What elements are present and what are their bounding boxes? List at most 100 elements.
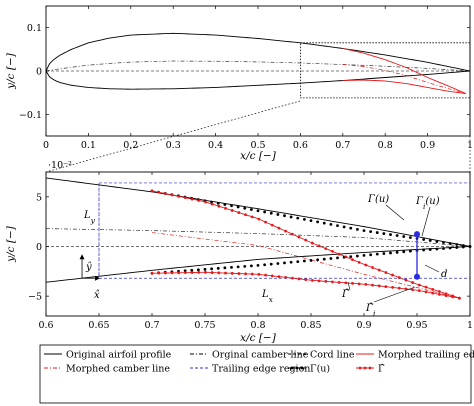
gamma-hat-point-lower <box>257 272 261 276</box>
bottom-y-tick-label: 5 <box>36 192 42 203</box>
gamma-point-lower <box>402 250 406 254</box>
gamma-hat-point-upper <box>264 220 267 224</box>
top-x-axis-label: x/c [−] <box>240 150 277 162</box>
gamma-hat-point-lower <box>163 271 167 275</box>
gamma-hat-point-upper <box>230 209 234 212</box>
gamma-point-upper <box>435 240 439 243</box>
x-hat-label: x̂ <box>94 290 100 301</box>
gamma-hat-point-lower <box>364 283 368 286</box>
gamma-point-lower <box>269 262 273 266</box>
gamma-hat-point-upper <box>371 266 374 269</box>
top-panel: 0 0.1 0.2 0.3 0.4 0.5 0.6 0.7 0.8 0.9 1 0.1 0 −0.1 x… <box>5 5 473 162</box>
gamma-point-upper <box>302 218 306 221</box>
gamma-hat-point-upper <box>431 287 435 291</box>
gamma-hat-point-upper <box>344 255 348 259</box>
gamma-point-upper <box>428 239 432 242</box>
ly-label: Ly <box>83 210 96 225</box>
gamma-hat-label: Γ̂ <box>341 289 350 300</box>
bottom-airfoil-lower <box>45 246 471 283</box>
gamma-point-lower <box>448 246 452 250</box>
legend-entry: Γ̂ <box>356 363 385 374</box>
gamma-hat-point-lower <box>371 283 374 287</box>
gamma-hat-point-lower <box>431 291 435 295</box>
gamma-hat-point-upper <box>377 268 381 272</box>
gamma-point-upper <box>249 208 253 211</box>
gamma-hat-point-upper <box>284 229 288 233</box>
legend-label: Γ̂ <box>378 363 385 374</box>
top-morphed-lower <box>342 79 466 94</box>
gamma-point-upper <box>355 227 359 231</box>
gamma-hat-point-lower <box>404 287 408 291</box>
gamma-point-upper <box>236 205 240 209</box>
gamma-point-upper <box>322 221 326 225</box>
gamma-i-point <box>414 231 420 238</box>
gamma-point-lower <box>355 254 359 258</box>
top-x-tick-label: 0.7 <box>335 140 350 151</box>
legend-label: Cord line <box>310 349 355 360</box>
gamma-hat-point-upper <box>163 192 167 196</box>
top-y-tick-label: 0.1 <box>27 23 42 34</box>
gamma-hat-point-upper <box>384 271 388 274</box>
gamma-hat-point-lower <box>270 274 274 278</box>
legend-label: Morphed camber line <box>66 363 170 374</box>
annotation-leader <box>424 264 440 273</box>
gamma-hat-i-label: Γ̂i <box>365 303 376 318</box>
gamma-hat-point-upper <box>424 285 428 289</box>
gamma-point-lower <box>369 253 373 257</box>
gamma-hat-point-lower <box>177 271 181 275</box>
bottom-y-tick-label: 0 <box>36 242 42 253</box>
gamma-hat-point-lower <box>391 286 394 289</box>
bottom-x-tick-label: 0.95 <box>406 320 427 331</box>
gamma-hat-point-upper <box>257 217 261 221</box>
legend-swatch-dot <box>368 366 372 370</box>
y-hat-arrowhead <box>79 254 85 260</box>
gamma-i-u-label: Γi(u) <box>415 196 440 211</box>
gamma-point-lower <box>389 251 392 255</box>
bottom-y-tick-label: −5 <box>28 292 42 303</box>
gamma-point-lower <box>223 266 227 270</box>
gamma-point-lower <box>216 266 220 270</box>
gamma-hat-point-lower <box>204 270 207 274</box>
gamma-point-upper <box>442 241 445 244</box>
gamma-hat-point-upper <box>250 215 254 219</box>
top-x-tick-label: 0.2 <box>123 140 138 151</box>
gamma-hat-point-lower <box>244 272 247 276</box>
gamma-point-upper <box>316 220 320 224</box>
bottom-plot-area: Ly Lx ŷ x̂ Γ(u) Γi(u) d Γ̂ Γ̂i <box>45 177 472 318</box>
annotation-leader <box>385 204 405 221</box>
gamma-point-lower <box>283 261 286 265</box>
gamma-hat-point-upper <box>224 206 227 210</box>
legend-label: Orginal camber line <box>212 349 309 360</box>
gamma-hat-point-lower <box>230 271 234 275</box>
top-morphed-upper <box>342 48 466 94</box>
gamma-point-upper <box>349 226 353 230</box>
legend-entry: Trailing edge region <box>190 363 310 374</box>
gamma-hat-i-point <box>414 273 420 280</box>
top-trailing-edge-region <box>299 42 471 99</box>
gamma-hat-point-upper <box>324 247 328 250</box>
bottom-x-tick-label: 0.9 <box>356 320 371 331</box>
bottom-x-tick-label: 1 <box>467 320 473 331</box>
gamma-hat-point-lower <box>150 271 154 275</box>
gamma-point-upper <box>336 224 339 228</box>
gamma-point-lower <box>408 249 412 253</box>
bottom-airfoil-upper <box>45 177 471 247</box>
gamma-hat-point-lower <box>337 280 341 284</box>
gamma-point-lower <box>422 248 426 252</box>
bottom-x-tick-label: 0.6 <box>38 320 53 331</box>
gamma-point-lower <box>375 252 379 256</box>
gamma-hat-point-upper <box>190 197 194 201</box>
gamma-point-upper <box>402 235 406 238</box>
legend-swatch-dot <box>363 366 367 370</box>
gamma-hat-point-lower <box>284 276 288 279</box>
top-plot-area <box>45 32 471 99</box>
gamma-hat-point-upper <box>351 258 354 262</box>
top-y-axis-label: y/c [−] <box>5 52 17 90</box>
gamma-hat-point-upper <box>157 190 161 194</box>
y-multiplier-label: ·10⁻² <box>48 160 72 171</box>
gamma-point-lower <box>296 260 300 264</box>
gamma-point-upper <box>309 219 313 223</box>
gamma-hat-point-lower <box>184 271 187 275</box>
gamma-point-upper <box>283 214 286 218</box>
